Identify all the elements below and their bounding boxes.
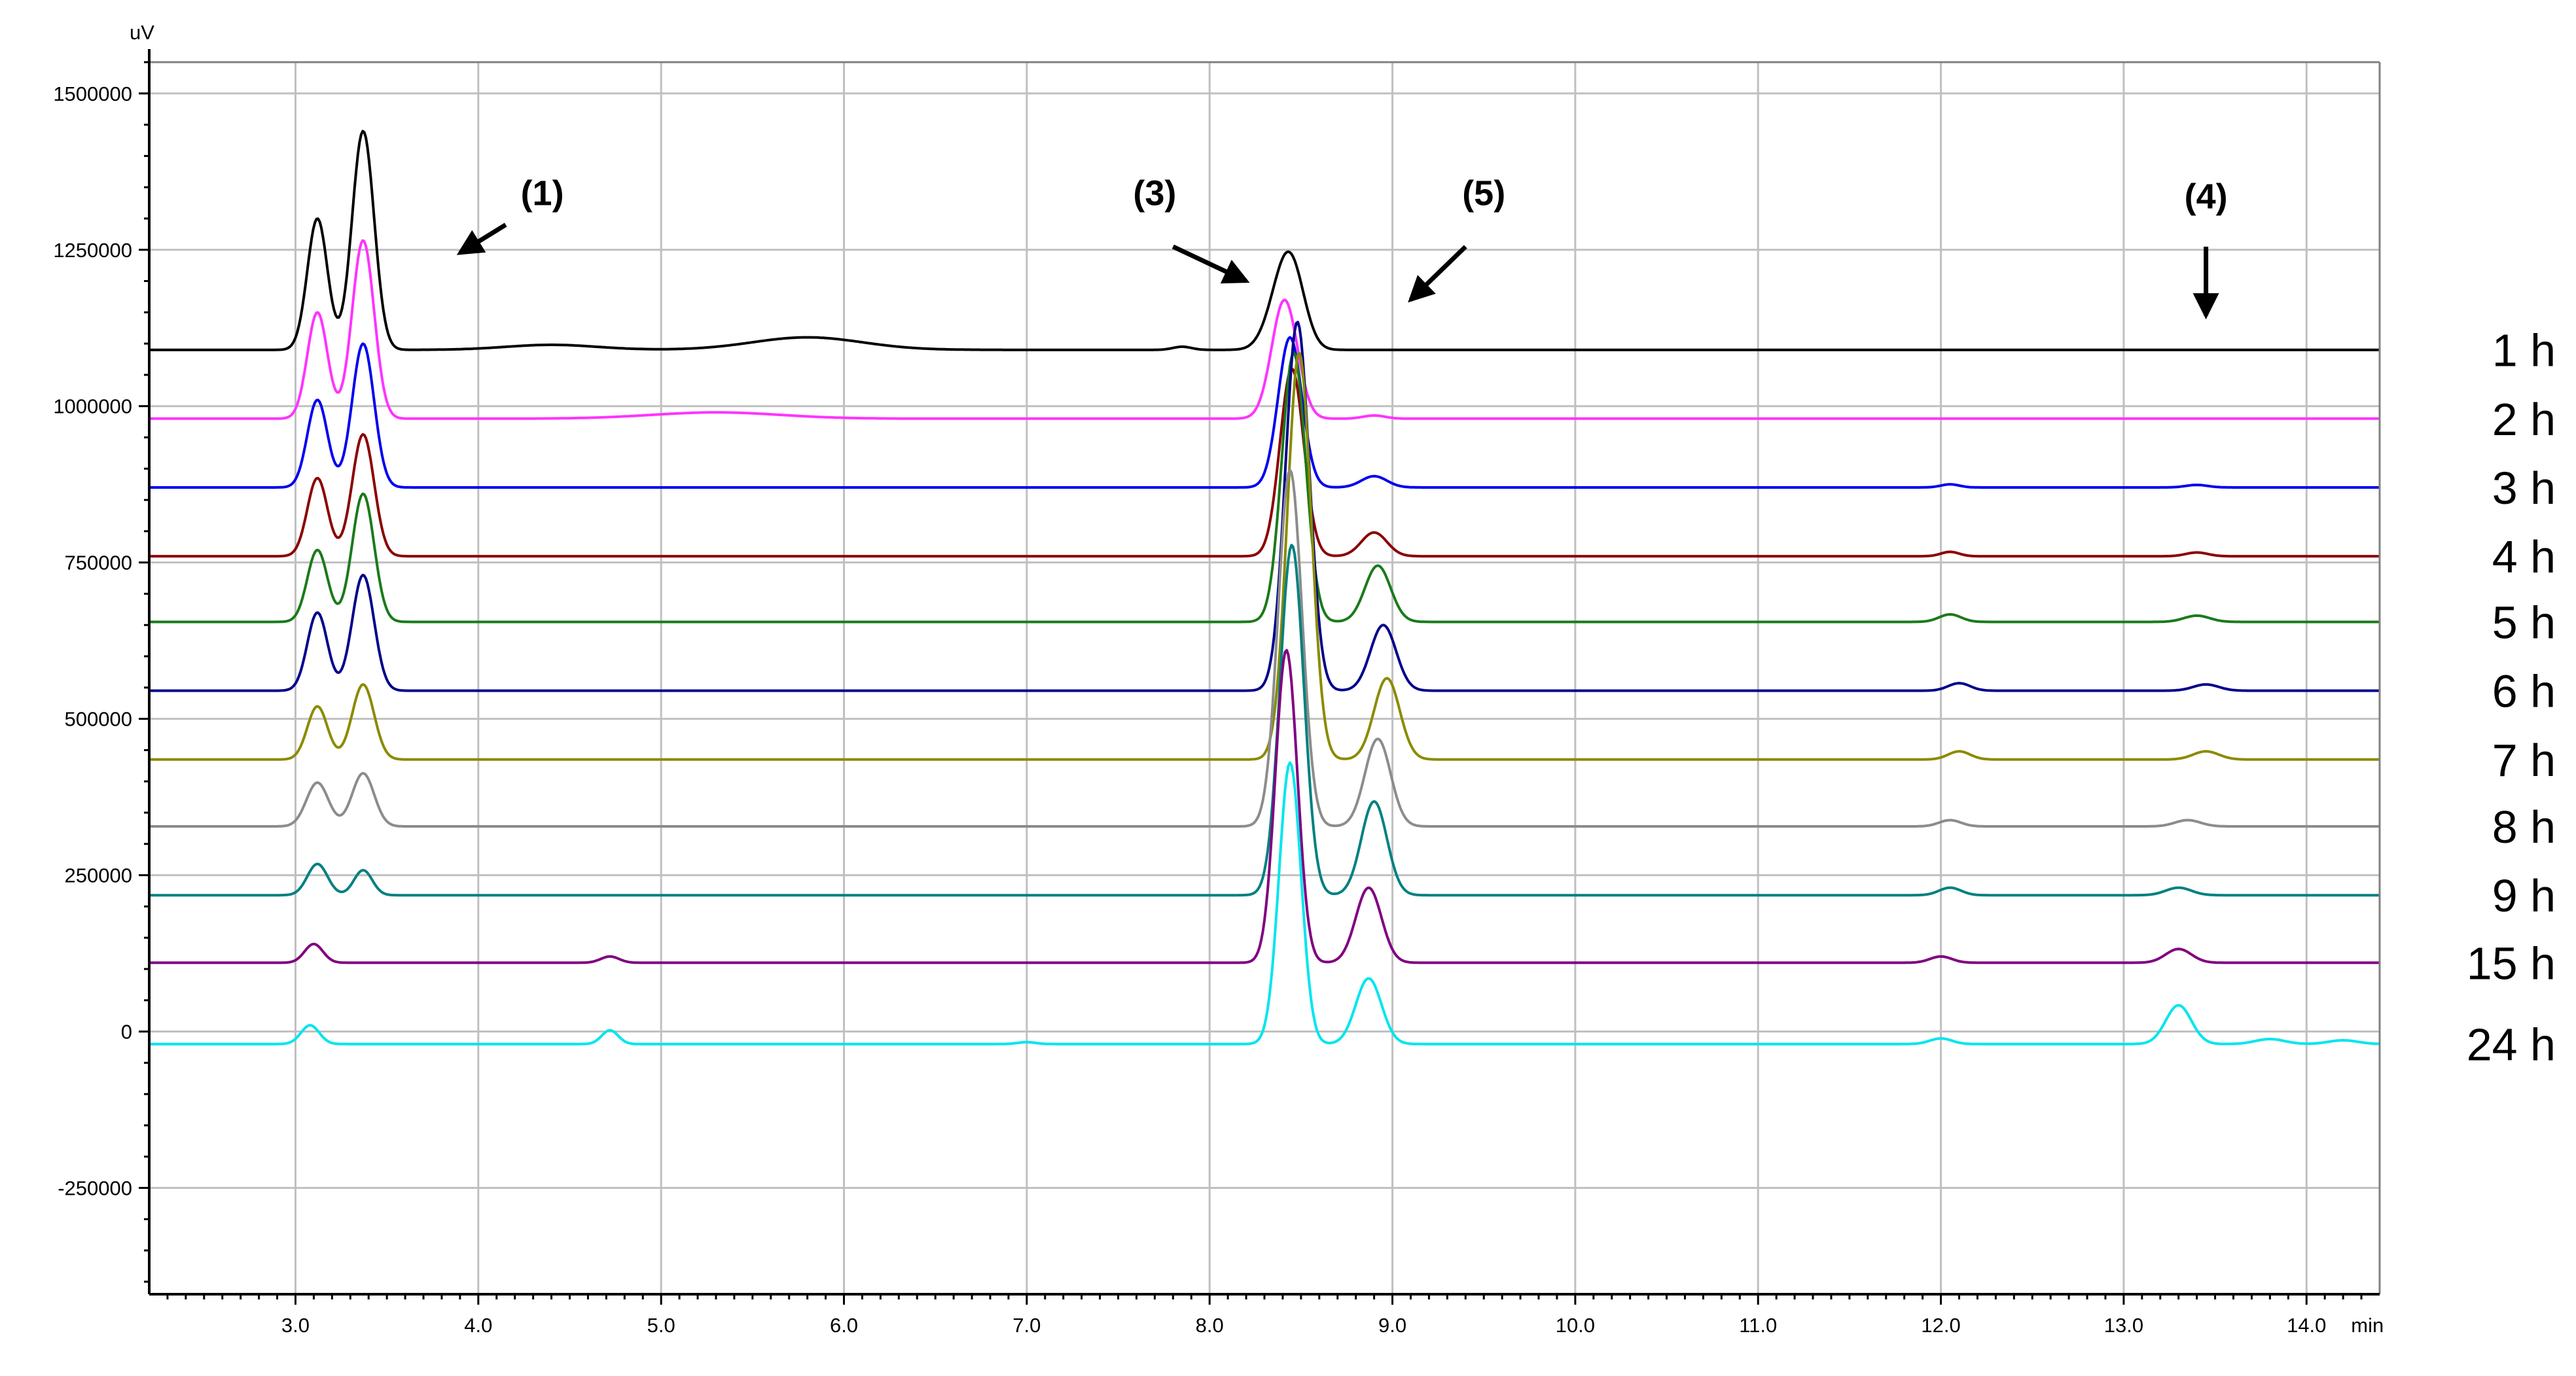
legend-label: 6 h [2492,666,2556,717]
y-tick-label: 0 [121,1021,132,1044]
x-tick-label: 11.0 [1739,1314,1777,1337]
legend-label: 9 h [2492,870,2556,921]
legend-label: 2 h [2492,394,2556,445]
x-tick-label: 7.0 [1012,1314,1041,1337]
annotation-arrow-head [2192,293,2219,320]
annotation-label: (1) [521,174,564,213]
x-tick-label: 4.0 [464,1314,492,1337]
legend-label: 3 h [2492,463,2556,514]
y-tick-label: 250000 [65,864,132,887]
y-unit-label: uV [130,21,154,44]
legend-label: 5 h [2492,597,2556,648]
x-tick-label: 8.0 [1196,1314,1224,1337]
annotations: (1) (3) (5) (4) [456,174,2228,320]
series-line-4h [149,367,2380,558]
x-tick-label: 3.0 [281,1314,310,1337]
x-tick-label: 10.0 [1556,1314,1595,1337]
annotation-arrow-head [1220,260,1250,284]
series-line-5h [149,351,2380,624]
series-line-9h [149,544,2380,897]
series-line-2h [149,239,2380,420]
axes: 1500000 1250000 1000000 750000 500000 250000 0… [53,21,2384,1337]
series-line-3h [149,336,2380,489]
series-line-6h [149,321,2380,692]
x-tick-label: 13.0 [2104,1314,2143,1337]
x-tick-label: 6.0 [830,1314,858,1337]
annotation-label: (3) [1133,174,1176,213]
y-tick-label: 1000000 [53,395,132,418]
series-line-24h [149,761,2380,1046]
x-tick-label: 9.0 [1378,1314,1406,1337]
x-unit-label: min [2351,1314,2384,1337]
y-tick-label: -250000 [58,1177,132,1200]
legend-label: 4 h [2492,531,2556,582]
legend: 1 h 2 h 3 h 4 h 5 h 6 h 7 h 8 h 9 h 15 h 24 h [2467,325,2556,1070]
x-tick-label: 12.0 [1921,1314,1960,1337]
y-tick-label: 1250000 [53,239,132,262]
x-tick-label: 14.0 [2287,1314,2326,1337]
annotation-label: (5) [1462,174,1505,213]
legend-label: 1 h [2492,325,2556,376]
y-tick-label: 1500000 [53,82,132,105]
legend-label: 15 h [2467,938,2556,989]
annotation-arrow-head [1408,275,1436,303]
annotation-label: (4) [2185,177,2228,217]
y-tick-label: 500000 [65,708,132,731]
series-line-15h [149,648,2380,964]
series-line-8h [149,468,2380,828]
x-tick-label: 5.0 [647,1314,675,1337]
annotation-arrow-head [456,230,486,255]
legend-label: 7 h [2492,735,2556,786]
series-layer [149,130,2380,1046]
y-tick-label: 750000 [65,552,132,574]
legend-label: 8 h [2492,802,2556,853]
series-line-7h [149,351,2380,761]
legend-label: 24 h [2467,1019,2556,1070]
grid-lines [149,62,2380,1294]
series-line-1h [149,130,2380,351]
